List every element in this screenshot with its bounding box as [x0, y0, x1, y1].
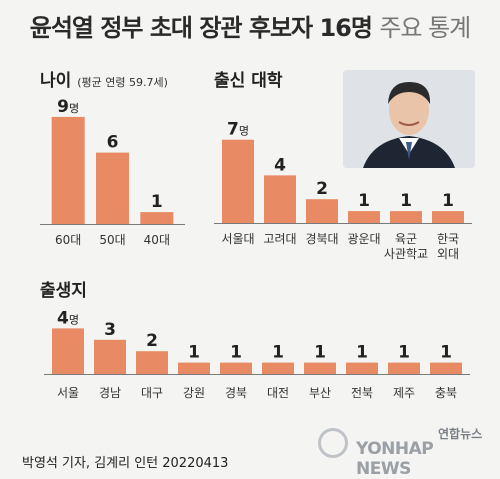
birth-value-label: 2	[146, 331, 158, 351]
age-unit-label: 명	[69, 102, 79, 115]
birth-category-label: 강원	[183, 386, 205, 400]
age-value-label: 9명	[57, 97, 79, 117]
univ-category-label: 광운대	[347, 232, 380, 246]
birth-bar	[430, 362, 462, 374]
univ-bar	[348, 211, 380, 223]
page-title: 윤석열 정부 초대 장관 후보자 16명 주요 통계	[0, 8, 500, 43]
birth-bar	[304, 362, 336, 374]
univ-value-label: 7명	[227, 120, 249, 140]
univ-value-label: 1	[400, 191, 412, 211]
birth-bar	[136, 351, 168, 374]
univ-bar	[390, 211, 422, 223]
univ-category-label: 서울대	[221, 232, 254, 246]
birth-section-title: 출생지	[40, 281, 87, 301]
birth-bar	[262, 362, 294, 374]
age-bar	[96, 152, 129, 224]
univ-value-label: 2	[316, 179, 328, 199]
title-main: 윤석열 정부 초대 장관 후보자 16명	[29, 14, 373, 42]
univ-unit-label: 명	[239, 125, 249, 138]
age-bar	[51, 116, 85, 224]
birth-value-label: 1	[440, 343, 452, 363]
univ-category-label: 경북대	[305, 232, 338, 246]
age-value-label: 1	[151, 192, 163, 212]
title-subtitle: 주요 통계	[379, 14, 471, 42]
birth-value-label: 3	[104, 320, 116, 340]
univ-bar	[264, 175, 296, 223]
birth-category-label: 부산	[309, 386, 331, 400]
univ-bar	[306, 199, 338, 223]
univ-category-label: 한국 외대	[437, 232, 459, 261]
birth-bar	[178, 362, 210, 374]
portrait-illustration	[343, 70, 475, 168]
yonhap-logo: 연합뉴스 YONHAP NEWS	[318, 422, 493, 479]
age-category-label: 40대	[144, 233, 170, 247]
birth-bar	[94, 339, 126, 374]
age-bar	[140, 212, 174, 224]
univ-bar	[222, 139, 254, 223]
univ-section-title: 출신 대학	[214, 71, 283, 91]
birth-bar	[346, 362, 378, 374]
univ-category-label: 육군 사관학교	[384, 232, 428, 261]
age-section-title: 나이 (평균 연령 59.7세)	[40, 66, 168, 91]
credit-line: 박영석 기자, 김계리 인턴 20220413	[22, 456, 229, 471]
birth-category-label: 대전	[267, 386, 289, 400]
birth-category-label: 전북	[351, 386, 373, 400]
birth-category-label: 제주	[393, 386, 415, 400]
birth-value-label: 1	[356, 343, 368, 363]
birth-category-label: 대구	[141, 386, 163, 400]
univ-value-label: 1	[358, 191, 370, 211]
age-title: 나이	[40, 71, 72, 91]
birth-value-label: 4명	[57, 308, 79, 328]
birth-value-label: 1	[188, 343, 200, 363]
birth-category-label: 경북	[225, 386, 247, 400]
birth-category-label: 충북	[435, 386, 457, 400]
univ-bar	[432, 211, 464, 223]
logo-english: YONHAP NEWS	[356, 439, 434, 479]
birth-category-label: 경남	[99, 386, 121, 400]
logo-mark-icon	[318, 428, 348, 458]
birth-bar	[388, 362, 420, 374]
birth-value-label: 1	[398, 343, 410, 363]
age-category-label: 50대	[99, 233, 125, 247]
age-value-label: 6	[107, 133, 119, 153]
birth-bar	[220, 362, 252, 374]
birth-value-label: 1	[230, 343, 242, 363]
birth-value-label: 1	[314, 343, 326, 363]
birth-value-label: 1	[272, 343, 284, 363]
age-category-label: 60대	[55, 233, 81, 247]
birth-bar	[52, 328, 84, 374]
age-note: (평균 연령 59.7세)	[77, 76, 168, 89]
minister-photo	[343, 70, 475, 168]
birth-unit-label: 명	[69, 313, 79, 326]
birth-category-label: 서울	[57, 386, 79, 400]
univ-category-label: 고려대	[263, 232, 296, 246]
univ-value-label: 4	[274, 155, 286, 175]
univ-value-label: 1	[442, 191, 454, 211]
logo-korean: 연합뉴스	[438, 427, 483, 441]
